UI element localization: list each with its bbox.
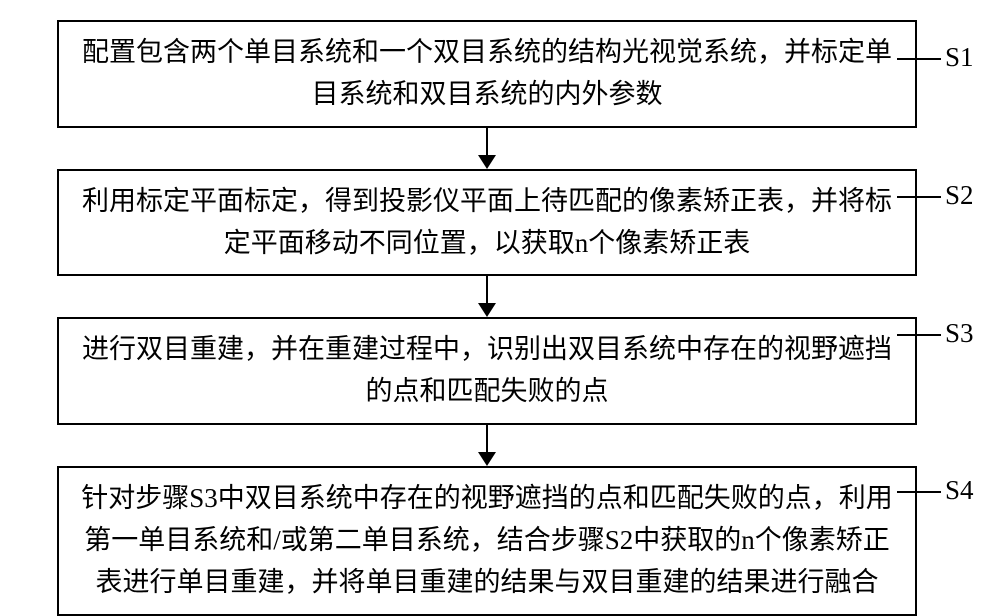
step-box-s1: 配置包含两个单目系统和一个双目系统的结构光视觉系统，并标定单 目系统和双目系统的… — [57, 20, 917, 128]
step-text: 进行双目重建，并在重建过程中，识别出双目系统中存在的视野遮挡 — [75, 329, 899, 371]
arrow-down — [478, 128, 496, 169]
step-text: 针对步骤S3中双目系统中存在的视野遮挡的点和匹配失败的点，利用 — [75, 478, 899, 520]
step-text: 目系统和双目系统的内外参数 — [75, 74, 899, 116]
flowchart-container: 配置包含两个单目系统和一个双目系统的结构光视觉系统，并标定单 目系统和双目系统的… — [37, 20, 937, 616]
step-text: 定平面移动不同位置，以获取n个像素矫正表 — [75, 223, 899, 265]
step-text: 配置包含两个单目系统和一个双目系统的结构光视觉系统，并标定单 — [75, 32, 899, 74]
step-box-s4: 针对步骤S3中双目系统中存在的视野遮挡的点和匹配失败的点，利用 第一单目系统和/… — [57, 466, 917, 616]
arrow-down — [478, 276, 496, 317]
step-box-s2: 利用标定平面标定，得到投影仪平面上待匹配的像素矫正表，并将标 定平面移动不同位置… — [57, 169, 917, 277]
step-text: 第一单目系统和/或第二单目系统，结合步骤S2中获取的n个像素矫正 — [75, 520, 899, 562]
step-text: 利用标定平面标定，得到投影仪平面上待匹配的像素矫正表，并将标 — [75, 181, 899, 223]
step-label-s4: S4 — [945, 475, 974, 506]
step-label-s2: S2 — [945, 180, 974, 211]
step-label-s1: S1 — [945, 42, 974, 73]
connector-s2 — [897, 196, 941, 198]
step-text: 的点和匹配失败的点 — [75, 371, 899, 413]
step-box-s3: 进行双目重建，并在重建过程中，识别出双目系统中存在的视野遮挡 的点和匹配失败的点 — [57, 317, 917, 425]
connector-s1 — [897, 58, 941, 60]
arrow-down — [478, 425, 496, 466]
step-label-s3: S3 — [945, 318, 974, 349]
step-text: 表进行单目重建，并将单目重建的结果与双目重建的结果进行融合 — [75, 562, 899, 604]
connector-s3 — [897, 334, 941, 336]
connector-s4 — [897, 491, 941, 493]
